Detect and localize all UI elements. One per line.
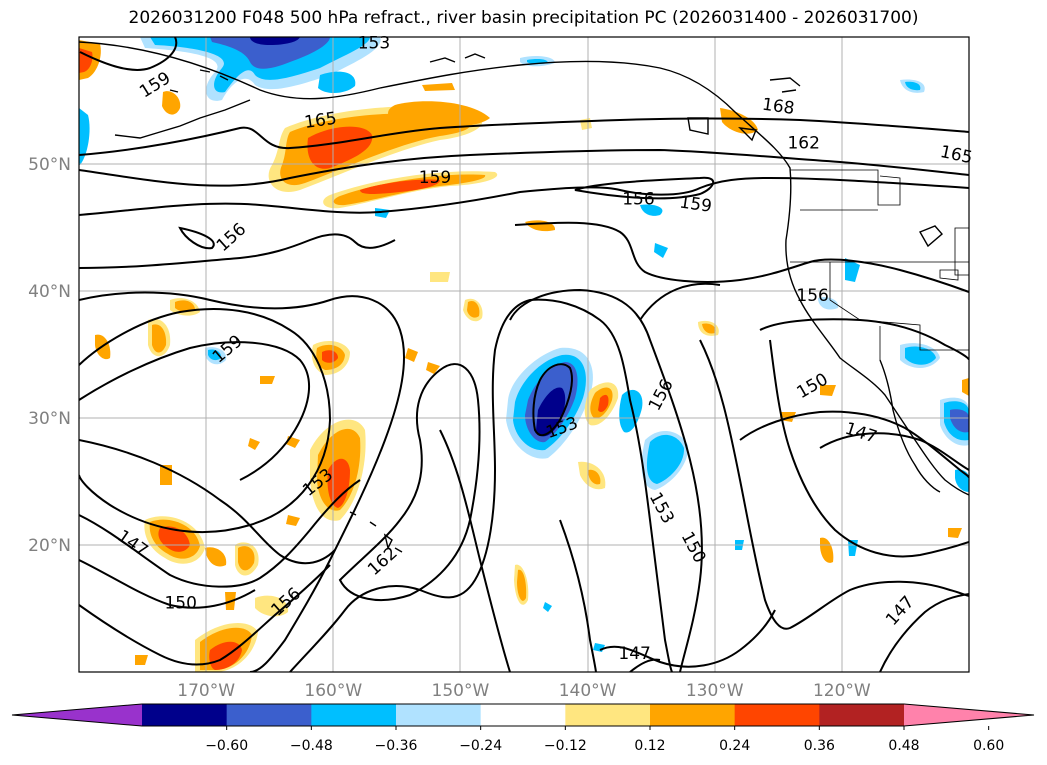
precip-shading bbox=[79, 37, 969, 672]
contour-label: 150 bbox=[794, 369, 832, 403]
longitude-label: 120°W bbox=[813, 681, 871, 701]
colorbar: −0.60 −0.48 −0.36 −0.24 −0.12 0.12 0.24 0.36 0.4… bbox=[11, 703, 1035, 754]
colorbar-tick-label: −0.12 bbox=[544, 738, 587, 754]
longitude-label: 160°W bbox=[304, 681, 362, 701]
colorbar-box bbox=[565, 704, 651, 726]
colorbar-extend-high bbox=[904, 704, 1034, 726]
contour-label: 153 bbox=[358, 33, 390, 53]
colorbar-tick-label: −0.48 bbox=[290, 738, 333, 754]
colorbar-tick-label: 0.36 bbox=[804, 738, 835, 754]
latitude-label: 50°N bbox=[28, 155, 71, 175]
map-frame bbox=[78, 36, 970, 673]
colorbar-tick-label: 0.24 bbox=[719, 738, 750, 754]
colorbar-extend-low bbox=[12, 704, 142, 726]
contour-label: 150 bbox=[677, 529, 710, 567]
latitude-labels: 20°N 30°N 40°N 50°N bbox=[28, 155, 71, 556]
colorbar-tick-label: −0.24 bbox=[459, 738, 502, 754]
colorbar-tick-label: 0.12 bbox=[634, 738, 665, 754]
contour-label: 156 bbox=[645, 376, 678, 414]
contour-label: 147 bbox=[618, 644, 650, 664]
latitude-label: 20°N bbox=[28, 536, 71, 556]
contour-label: 156 bbox=[622, 190, 654, 210]
colorbar-box bbox=[226, 704, 312, 726]
map-title: 2026031200 F048 500 hPa refract., river … bbox=[128, 8, 919, 28]
longitude-labels: 170°W 160°W 150°W 140°W 130°W 120°W bbox=[177, 681, 871, 701]
coastlines bbox=[79, 41, 969, 553]
contour-label: 156 bbox=[213, 219, 250, 256]
longitude-label: 170°W bbox=[177, 681, 235, 701]
contour-label: 156 bbox=[796, 286, 828, 306]
colorbar-box bbox=[396, 704, 482, 726]
contour-label: 162 bbox=[787, 134, 819, 154]
colorbar-box bbox=[311, 704, 397, 726]
longitude-label: 130°W bbox=[686, 681, 744, 701]
colorbar-box bbox=[480, 704, 566, 726]
contour-label: 150 bbox=[164, 593, 196, 613]
latitude-label: 40°N bbox=[28, 282, 71, 302]
contour-label: 147 bbox=[842, 419, 879, 448]
colorbar-box bbox=[819, 704, 905, 726]
longitude-label: 150°W bbox=[432, 681, 490, 701]
colorbar-box bbox=[650, 704, 736, 726]
height-contours bbox=[79, 37, 969, 672]
contour-label: 168 bbox=[761, 95, 796, 119]
colorbar-tick-label: 0.48 bbox=[888, 738, 919, 754]
contour-label: 159 bbox=[678, 192, 713, 216]
longitude-label: 140°W bbox=[559, 681, 617, 701]
colorbar-outline bbox=[11, 703, 1035, 727]
contour-label: 159 bbox=[419, 168, 451, 188]
colorbar-tick-label: −0.36 bbox=[375, 738, 418, 754]
colorbar-box bbox=[142, 704, 228, 726]
contour-label: 165 bbox=[303, 109, 338, 133]
latitude-label: 30°N bbox=[28, 409, 71, 429]
colorbar-tick-label: 0.60 bbox=[973, 738, 1004, 754]
colorbar-tick-label: −0.60 bbox=[205, 738, 248, 754]
colorbar-box bbox=[734, 704, 820, 726]
map-gridlines bbox=[79, 37, 969, 672]
